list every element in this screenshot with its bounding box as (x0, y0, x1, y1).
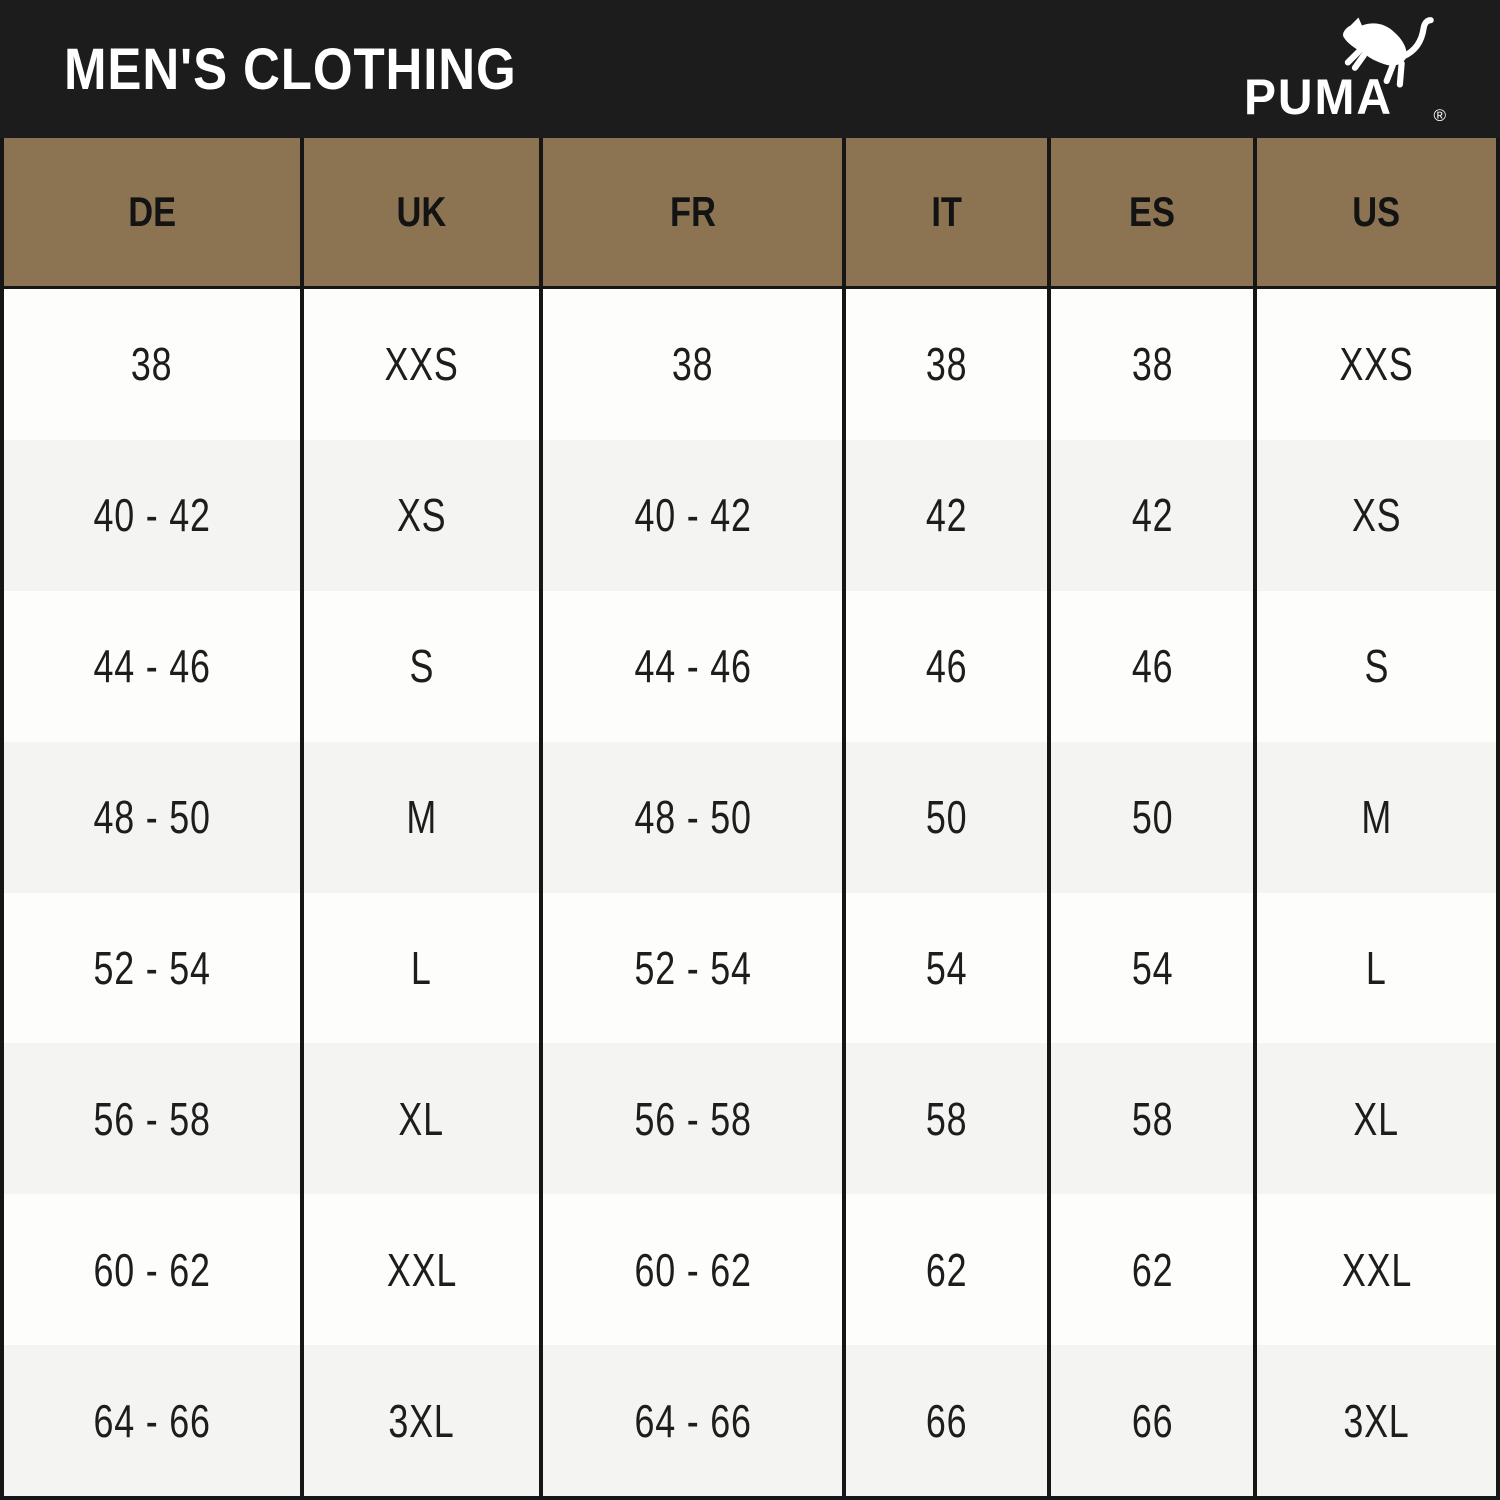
size-cell: 54 (1051, 892, 1258, 1044)
size-cell: S (1364, 640, 1389, 693)
page-title: MEN'S CLOTHING (64, 36, 517, 102)
size-cell: 42 (846, 439, 1052, 591)
table-row: 56 - 58 XL 56 - 58 58 58 XL (4, 1043, 1496, 1195)
size-cell: XXL (1341, 1243, 1412, 1296)
column-header-fr: FR (543, 138, 847, 286)
size-cell: 3XL (1343, 1394, 1410, 1447)
size-cell: 46 (1051, 590, 1258, 742)
size-cell: 62 (846, 1194, 1052, 1346)
table-body: 38 XXS 38 38 38 XXS 40 - 42 XS 40 - 42 4… (4, 289, 1496, 1496)
size-cell: XXL (304, 1194, 544, 1346)
size-cell: M (304, 741, 544, 893)
size-cell: XL (1353, 1092, 1400, 1145)
size-cell: 52 - 54 (4, 892, 304, 1044)
registered-trademark-symbol: ® (1433, 106, 1446, 125)
table-row: 60 - 62 XXL 60 - 62 62 62 XXL (4, 1194, 1496, 1346)
size-cell: 40 - 42 (4, 439, 304, 591)
size-cell: 60 - 62 (4, 1194, 304, 1346)
table-row: 52 - 54 L 52 - 54 54 54 L (4, 892, 1496, 1044)
size-cell: XS (1351, 489, 1402, 542)
size-cell: 66 (846, 1345, 1052, 1496)
size-cell: L (304, 892, 544, 1044)
table-row: 48 - 50 M 48 - 50 50 50 M (4, 741, 1496, 893)
column-header-es: ES (1051, 138, 1258, 286)
size-cell: 38 (4, 289, 304, 440)
size-cell: XS (304, 439, 544, 591)
table-row: 64 - 66 3XL 64 - 66 66 66 3XL (4, 1345, 1496, 1496)
table-row: 38 XXS 38 38 38 XXS (4, 289, 1496, 440)
size-cell: 48 - 50 (543, 741, 847, 893)
size-cell: 42 (1051, 439, 1258, 591)
size-cell: 54 (846, 892, 1052, 1044)
size-cell: 56 - 58 (543, 1043, 847, 1195)
size-cell: 66 (1051, 1345, 1258, 1496)
size-cell: 40 - 42 (543, 439, 847, 591)
size-cell: 38 (846, 289, 1052, 440)
size-cell: 64 - 66 (543, 1345, 847, 1496)
column-header-uk: UK (304, 138, 544, 286)
size-cell: XXS (304, 289, 544, 440)
size-cell: S (304, 590, 544, 742)
size-table: DE UK FR IT ES US 38 XXS 38 38 38 XXS 40… (0, 138, 1500, 1500)
size-cell: 38 (543, 289, 847, 440)
size-cell: 60 - 62 (543, 1194, 847, 1346)
column-header-it: IT (846, 138, 1052, 286)
size-cell: 58 (846, 1043, 1052, 1195)
size-cell: XL (304, 1043, 544, 1195)
column-header-us: US (1352, 188, 1401, 235)
size-cell: 48 - 50 (4, 741, 304, 893)
table-bottom-border (4, 1496, 1496, 1500)
column-header-de: DE (4, 138, 304, 286)
puma-wordmark: PUMA (1244, 69, 1394, 125)
size-cell: 58 (1051, 1043, 1258, 1195)
size-cell: 56 - 58 (4, 1043, 304, 1195)
size-cell: 64 - 66 (4, 1345, 304, 1496)
size-cell: 46 (846, 590, 1052, 742)
table-header-row: DE UK FR IT ES US (4, 138, 1496, 289)
size-cell: 62 (1051, 1194, 1258, 1346)
size-cell: 3XL (304, 1345, 544, 1496)
size-cell: 50 (846, 741, 1052, 893)
top-banner: MEN'S CLOTHING PUMA ® (0, 0, 1500, 138)
size-cell: 44 - 46 (4, 590, 304, 742)
size-cell: 52 - 54 (543, 892, 847, 1044)
size-cell: 50 (1051, 741, 1258, 893)
size-cell: M (1361, 791, 1392, 844)
size-cell: 38 (1051, 289, 1258, 440)
size-cell: 44 - 46 (543, 590, 847, 742)
puma-leaping-cat-icon (1343, 17, 1434, 88)
table-row: 40 - 42 XS 40 - 42 42 42 XS (4, 439, 1496, 591)
size-cell: L (1366, 941, 1387, 994)
size-cell: XXS (1339, 338, 1414, 391)
table-row: 44 - 46 S 44 - 46 46 46 S (4, 590, 1496, 742)
puma-logo: PUMA ® (1244, 8, 1446, 130)
